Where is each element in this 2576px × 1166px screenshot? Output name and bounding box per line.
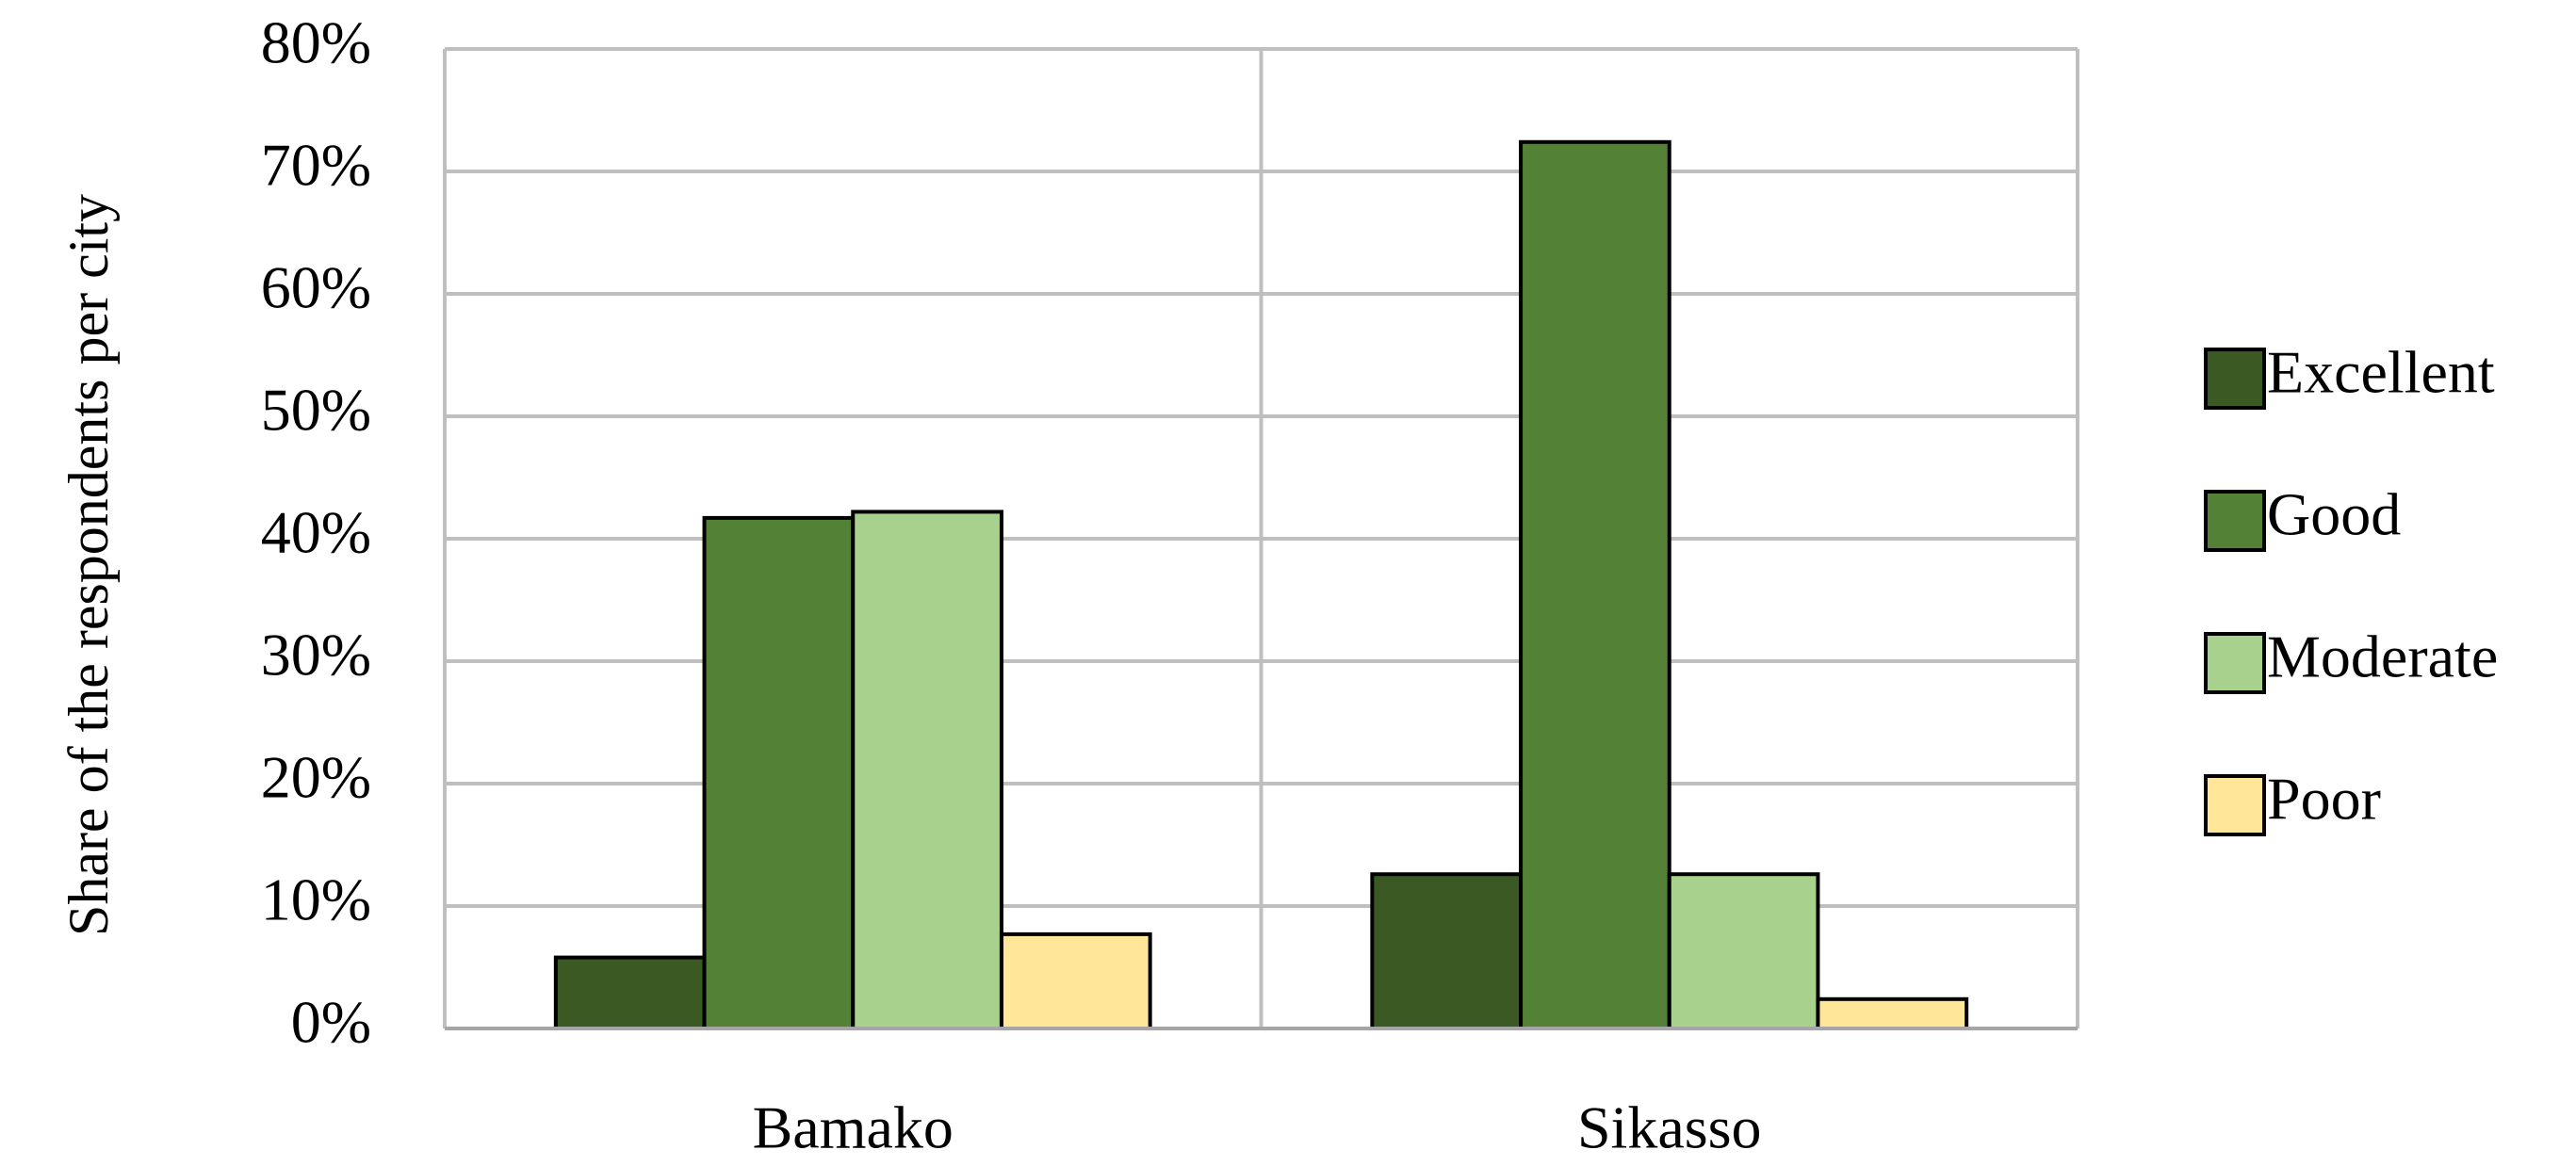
y-axis-title: Share of the respondents per city	[57, 194, 120, 936]
y-tick-label: 40%	[261, 499, 371, 566]
x-tick-label: Sikasso	[1577, 1094, 1762, 1161]
bar	[1519, 139, 1671, 1031]
bar	[999, 931, 1152, 1031]
legend-swatch	[2204, 348, 2266, 410]
bar	[1370, 872, 1524, 1031]
y-tick-label: 20%	[261, 744, 371, 811]
bar	[702, 515, 856, 1030]
y-tick-label: 80%	[261, 9, 371, 76]
legend-label: Excellent	[2267, 339, 2495, 406]
bar	[553, 955, 707, 1030]
y-tick-label: 60%	[261, 254, 371, 321]
legend-swatch	[2204, 632, 2266, 694]
bar	[851, 510, 1003, 1030]
legend-swatch	[2204, 774, 2266, 836]
legend-label: Poor	[2267, 766, 2381, 833]
y-tick-label: 50%	[261, 377, 371, 444]
bar	[1667, 872, 1820, 1031]
y-tick-label: 70%	[261, 132, 371, 199]
legend-swatch	[2204, 490, 2266, 552]
x-tick-label: Bamako	[753, 1094, 954, 1161]
legend-label: Good	[2267, 481, 2401, 548]
y-tick-label: 30%	[261, 622, 371, 688]
y-tick-label: 10%	[261, 866, 371, 933]
bar	[1816, 996, 1969, 1031]
y-tick-label: 0%	[291, 989, 371, 1056]
legend-label: Moderate	[2267, 623, 2498, 690]
